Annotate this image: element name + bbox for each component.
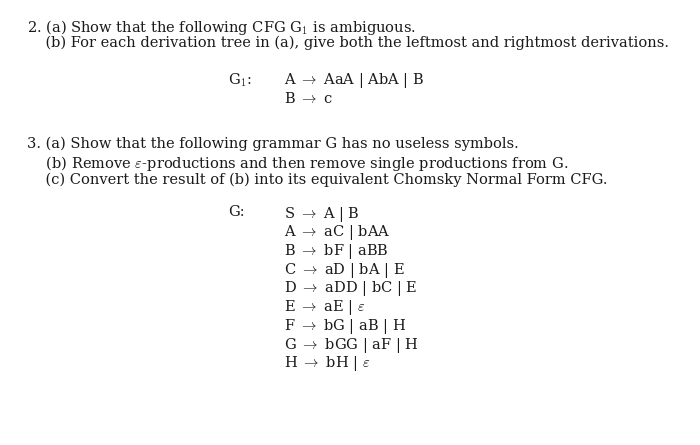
Text: (b) For each derivation tree in (a), give both the leftmost and rightmost deriva: (b) For each derivation tree in (a), giv… [27,36,668,50]
Text: (c) Convert the result of (b) into its equivalent Chomsky Normal Form CFG.: (c) Convert the result of (b) into its e… [27,172,607,186]
Text: H $\rightarrow$ bH | $\varepsilon$: H $\rightarrow$ bH | $\varepsilon$ [284,354,370,373]
Text: F $\rightarrow$ bG | aB | H: F $\rightarrow$ bG | aB | H [284,317,406,336]
Text: G $\rightarrow$ bGG | aF | H: G $\rightarrow$ bGG | aF | H [284,336,419,355]
Text: B $\rightarrow$ bF | aBB: B $\rightarrow$ bF | aBB [284,242,389,261]
Text: E $\rightarrow$ aE | $\varepsilon$: E $\rightarrow$ aE | $\varepsilon$ [284,298,365,317]
Text: (b) Remove $\varepsilon$-productions and then remove single productions from G.: (b) Remove $\varepsilon$-productions and… [27,154,568,174]
Text: C $\rightarrow$ aD | bA | E: C $\rightarrow$ aD | bA | E [284,261,405,280]
Text: G$_1$:: G$_1$: [228,71,252,89]
Text: D $\rightarrow$ aDD | bC | E: D $\rightarrow$ aDD | bC | E [284,279,418,299]
Text: 3. (a) Show that the following grammar G has no useless symbols.: 3. (a) Show that the following grammar G… [27,137,518,151]
Text: A $\rightarrow$ aC | bAA: A $\rightarrow$ aC | bAA [284,223,391,243]
Text: G:: G: [228,205,245,218]
Text: A $\rightarrow$ AaA | AbA | B: A $\rightarrow$ AaA | AbA | B [284,71,424,90]
Text: B $\rightarrow$ c: B $\rightarrow$ c [284,91,333,106]
Text: 2. (a) Show that the following CFG G$_1$ is ambiguous.: 2. (a) Show that the following CFG G$_1$… [27,18,415,37]
Text: S $\rightarrow$ A | B: S $\rightarrow$ A | B [284,205,360,224]
